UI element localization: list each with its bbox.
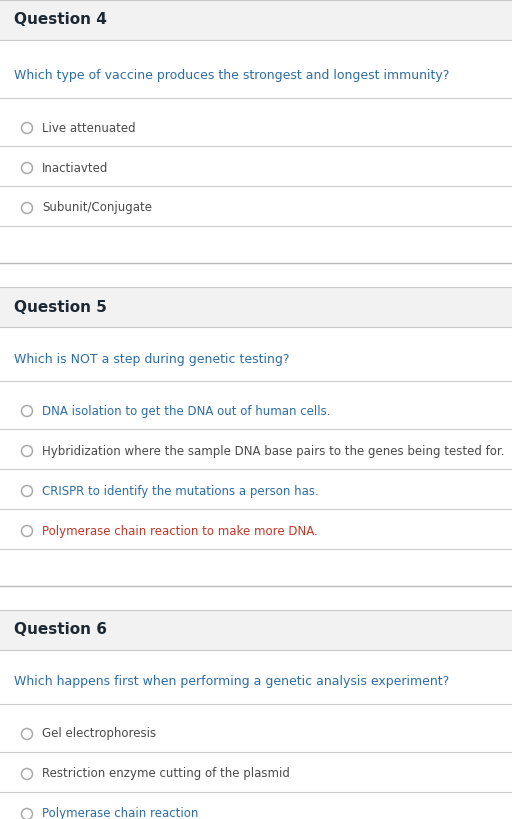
- Text: DNA isolation to get the DNA out of human cells.: DNA isolation to get the DNA out of huma…: [42, 405, 331, 418]
- Text: Restriction enzyme cutting of the plasmid: Restriction enzyme cutting of the plasmi…: [42, 767, 290, 781]
- Bar: [0, 0, 512, 40]
- Text: Inactiavted: Inactiavted: [42, 161, 109, 174]
- Text: CRISPR to identify the mutations a person has.: CRISPR to identify the mutations a perso…: [42, 485, 319, 497]
- Text: Which type of vaccine produces the strongest and longest immunity?: Which type of vaccine produces the stron…: [14, 70, 450, 83]
- Text: Polymerase chain reaction: Polymerase chain reaction: [42, 808, 198, 819]
- Text: Live attenuated: Live attenuated: [42, 121, 136, 134]
- Text: Question 5: Question 5: [14, 300, 107, 314]
- Text: Which happens first when performing a genetic analysis experiment?: Which happens first when performing a ge…: [14, 676, 449, 689]
- Text: Question 4: Question 4: [14, 12, 107, 28]
- Text: Question 6: Question 6: [14, 622, 107, 637]
- Text: Hybridization where the sample DNA base pairs to the genes being tested for.: Hybridization where the sample DNA base …: [42, 445, 504, 458]
- Text: Polymerase chain reaction to make more DNA.: Polymerase chain reaction to make more D…: [42, 524, 318, 537]
- Text: Gel electrophoresis: Gel electrophoresis: [42, 727, 156, 740]
- Bar: [0, 287, 512, 327]
- Bar: [0, 610, 512, 650]
- Text: Subunit/Conjugate: Subunit/Conjugate: [42, 201, 152, 215]
- Text: Which is NOT a step during genetic testing?: Which is NOT a step during genetic testi…: [14, 352, 289, 365]
